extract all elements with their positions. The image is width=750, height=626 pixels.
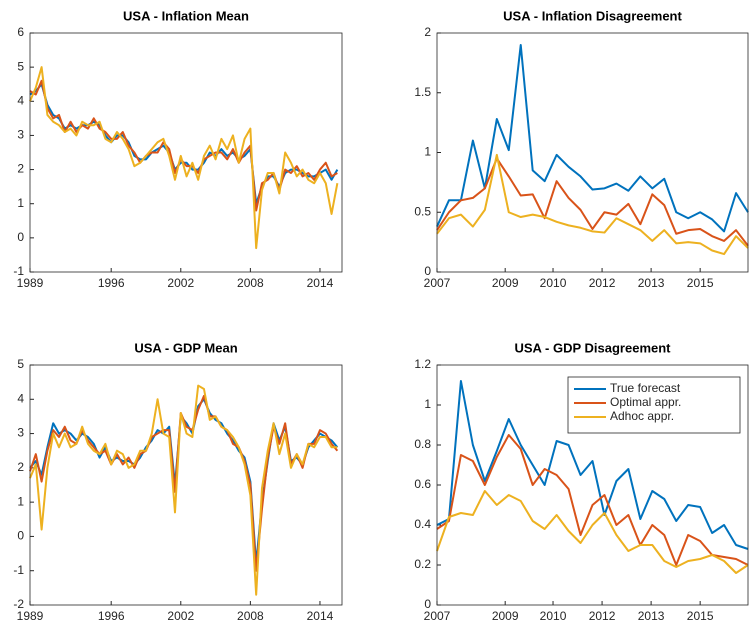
y-tick-label: -1 bbox=[13, 264, 24, 278]
y-tick-label: 0 bbox=[17, 529, 24, 543]
y-tick-label: 3 bbox=[17, 128, 24, 142]
x-tick-label: 2013 bbox=[638, 276, 665, 290]
x-tick-label: 1989 bbox=[17, 276, 44, 290]
y-tick-label: 0.6 bbox=[414, 477, 431, 491]
y-tick-label: -1 bbox=[13, 563, 24, 577]
y-tick-label: -2 bbox=[13, 597, 24, 611]
x-tick-label: 2008 bbox=[237, 276, 264, 290]
y-tick-label: 2 bbox=[17, 460, 24, 474]
y-tick-label: 0.2 bbox=[414, 557, 431, 571]
x-tick-label: 2007 bbox=[424, 276, 451, 290]
x-tick-label: 2009 bbox=[492, 276, 519, 290]
legend-label: Optimal appr. bbox=[610, 395, 681, 409]
x-tick-label: 2009 bbox=[492, 609, 519, 623]
series-line bbox=[436, 43, 749, 233]
axes-box bbox=[436, 364, 749, 606]
series-line bbox=[436, 153, 749, 256]
axes-box bbox=[436, 32, 749, 273]
x-tick-label: 2010 bbox=[540, 276, 567, 290]
y-tick-label: 0 bbox=[424, 597, 431, 611]
x-tick-label: 2015 bbox=[687, 609, 714, 623]
x-tick-label: 2008 bbox=[237, 609, 264, 623]
plot-area bbox=[30, 33, 342, 272]
x-tick-label: 2002 bbox=[167, 609, 194, 623]
y-tick-label: 2 bbox=[17, 162, 24, 176]
plot-area bbox=[437, 33, 748, 272]
series-line bbox=[436, 157, 749, 247]
x-tick-label: 1996 bbox=[98, 609, 125, 623]
chart-title: USA - Inflation Disagreement bbox=[503, 8, 682, 23]
series-line bbox=[436, 434, 749, 566]
x-tick-label: 1989 bbox=[17, 609, 44, 623]
series-line bbox=[29, 384, 338, 596]
y-tick-label: 3 bbox=[17, 426, 24, 440]
axes-box bbox=[29, 364, 343, 606]
y-tick-label: 1 bbox=[424, 145, 431, 159]
x-tick-label: 2014 bbox=[307, 276, 334, 290]
y-tick-label: 0.4 bbox=[414, 517, 431, 531]
x-tick-label: 2013 bbox=[638, 609, 665, 623]
legend-label: True forecast bbox=[610, 381, 681, 395]
y-tick-label: 1.2 bbox=[414, 357, 431, 371]
y-tick-label: 1 bbox=[17, 494, 24, 508]
chart-title: USA - GDP Mean bbox=[134, 340, 237, 355]
x-tick-label: 2012 bbox=[589, 276, 616, 290]
y-tick-label: 6 bbox=[17, 25, 24, 39]
y-tick-label: 1.5 bbox=[414, 85, 431, 99]
x-tick-label: 2014 bbox=[307, 609, 334, 623]
y-tick-label: 2 bbox=[424, 25, 431, 39]
chart-title: USA - Inflation Mean bbox=[123, 8, 249, 23]
y-tick-label: 5 bbox=[17, 59, 24, 73]
legend-label: Adhoc appr. bbox=[610, 409, 674, 423]
x-tick-label: 2012 bbox=[589, 609, 616, 623]
y-tick-label: 0 bbox=[424, 264, 431, 278]
y-tick-label: 5 bbox=[17, 357, 24, 371]
y-tick-label: 1 bbox=[17, 196, 24, 210]
legend-box bbox=[567, 376, 741, 434]
y-tick-label: 1 bbox=[424, 397, 431, 411]
series-line bbox=[29, 66, 339, 250]
series-line bbox=[436, 380, 749, 550]
axes-box bbox=[29, 32, 343, 273]
chart-title: USA - GDP Disagreement bbox=[514, 340, 671, 355]
series-line bbox=[436, 490, 749, 574]
y-tick-label: 4 bbox=[17, 93, 24, 107]
x-tick-label: 2007 bbox=[424, 609, 451, 623]
y-tick-label: 4 bbox=[17, 391, 24, 405]
plot-area bbox=[30, 365, 342, 605]
y-tick-label: 0.5 bbox=[414, 204, 431, 218]
x-tick-label: 2015 bbox=[687, 276, 714, 290]
y-tick-label: 0.8 bbox=[414, 437, 431, 451]
x-tick-label: 1996 bbox=[98, 276, 125, 290]
y-tick-label: 0 bbox=[17, 230, 24, 244]
x-tick-label: 2010 bbox=[540, 609, 567, 623]
x-tick-label: 2002 bbox=[167, 276, 194, 290]
